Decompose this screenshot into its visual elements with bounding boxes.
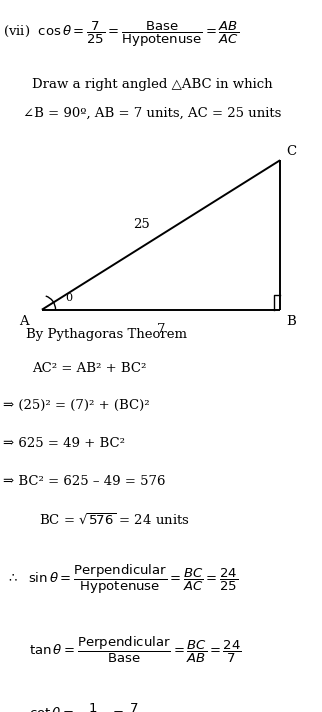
- Text: AC² = AB² + BC²: AC² = AB² + BC²: [32, 362, 147, 375]
- Text: $\cot\theta = \dfrac{1}{\tan\theta} = \dfrac{7}{24}$: $\cot\theta = \dfrac{1}{\tan\theta} = \d…: [29, 702, 145, 712]
- Text: 25: 25: [133, 218, 150, 231]
- Text: C: C: [287, 145, 297, 158]
- Text: 0: 0: [66, 293, 73, 303]
- Text: 7: 7: [157, 323, 165, 335]
- Text: ⇒ BC² = 625 – 49 = 576: ⇒ BC² = 625 – 49 = 576: [3, 475, 166, 488]
- Text: A: A: [19, 315, 29, 328]
- Text: $\tan\theta = \dfrac{\mathrm{Perpendicular}}{\mathrm{Base}} = \dfrac{BC}{AB} = \: $\tan\theta = \dfrac{\mathrm{Perpendicul…: [29, 634, 242, 664]
- Text: ⇒ (25)² = (7)² + (BC)²: ⇒ (25)² = (7)² + (BC)²: [3, 399, 150, 412]
- Text: By Pythagoras Theorem: By Pythagoras Theorem: [26, 328, 187, 340]
- Text: ∠B = 90º, AB = 7 units, AC = 25 units: ∠B = 90º, AB = 7 units, AC = 25 units: [23, 107, 281, 120]
- Text: (vii)  $\cos\theta = \dfrac{7}{25} = \dfrac{\mathrm{Base}}{\mathrm{Hypotenuse}} : (vii) $\cos\theta = \dfrac{7}{25} = \dfr…: [3, 20, 239, 49]
- Text: Draw a right angled △ABC in which: Draw a right angled △ABC in which: [32, 78, 273, 91]
- Text: ⇒ 625 = 49 + BC²: ⇒ 625 = 49 + BC²: [3, 437, 125, 450]
- Text: B: B: [287, 315, 296, 328]
- Text: $\therefore$  $\sin\theta = \dfrac{\mathrm{Perpendicular}}{\mathrm{Hypotenuse}} : $\therefore$ $\sin\theta = \dfrac{\mathr…: [6, 563, 239, 597]
- Text: BC = $\sqrt{576}$ = 24 units: BC = $\sqrt{576}$ = 24 units: [39, 513, 189, 528]
